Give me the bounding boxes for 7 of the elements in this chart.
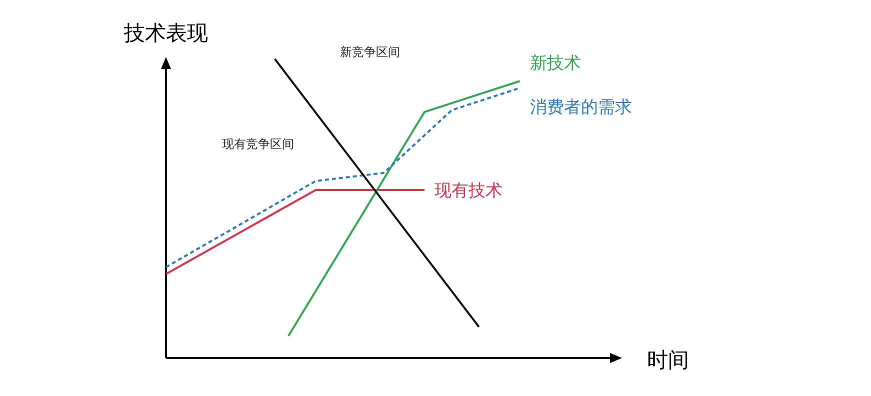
x-axis-title: 时间 [647,348,689,372]
series-label: 消费者的需求 [530,98,632,118]
annotation: 新竞争区间 [340,45,400,59]
annotation: 现有竞争区间 [222,137,294,151]
series-label: 新技术 [530,54,581,74]
series-label: 现有技术 [434,180,503,201]
y-axis-title: 技术表现 [123,21,208,45]
